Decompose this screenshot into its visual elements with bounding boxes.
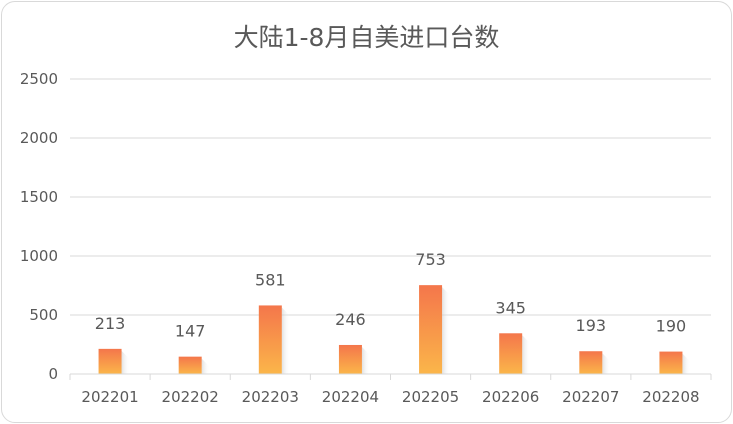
bar-shadow [442, 287, 451, 374]
bar-shadow [201, 358, 210, 374]
bar-shadow [361, 346, 370, 374]
chart-title: 大陆1-8月自美进口台数 [233, 23, 500, 52]
bar-shadow [522, 335, 531, 374]
data-label: 147 [175, 322, 206, 341]
data-labels: 213 147 581 246 753 345 193 190 [95, 250, 686, 341]
bar-shadow [121, 350, 130, 374]
data-label: 581 [255, 270, 286, 289]
data-label: 345 [495, 298, 526, 317]
y-tick-label: 2500 [20, 70, 58, 88]
bar-shadows [121, 287, 691, 374]
gridlines: 0 500 1000 1500 2000 2500 [20, 70, 711, 383]
x-tick-label: 202204 [322, 388, 379, 406]
data-label: 246 [335, 310, 366, 329]
x-tick-label: 202208 [642, 388, 699, 406]
bar-shadow [682, 353, 691, 374]
y-tick-label: 2000 [20, 129, 58, 147]
data-label: 190 [656, 317, 687, 336]
data-label: 193 [576, 316, 607, 335]
x-tick-label: 202206 [482, 388, 539, 406]
y-tick-label: 500 [29, 306, 58, 324]
bar [419, 285, 443, 374]
x-tick-label: 202207 [562, 388, 619, 406]
bar [178, 356, 202, 374]
x-tick-label: 202203 [242, 388, 299, 406]
x-tick-label: 202202 [162, 388, 219, 406]
x-tick-label: 202201 [81, 388, 138, 406]
x-axis: 202201 202202 202203 202204 202205 202206 2022… [69, 373, 712, 406]
bar [499, 333, 523, 374]
data-label: 213 [95, 314, 126, 333]
x-tick-label: 202205 [402, 388, 459, 406]
bar [579, 351, 603, 374]
bar [659, 351, 683, 374]
bar-shadow [281, 307, 290, 374]
y-tick-label: 1000 [20, 247, 58, 265]
data-label: 753 [415, 250, 446, 269]
bar [338, 344, 362, 374]
y-tick-label: 0 [48, 365, 58, 383]
bar [258, 305, 282, 374]
bars [98, 285, 683, 374]
bar-shadow [602, 353, 611, 374]
y-tick-label: 1500 [20, 188, 58, 206]
bar [98, 348, 122, 374]
